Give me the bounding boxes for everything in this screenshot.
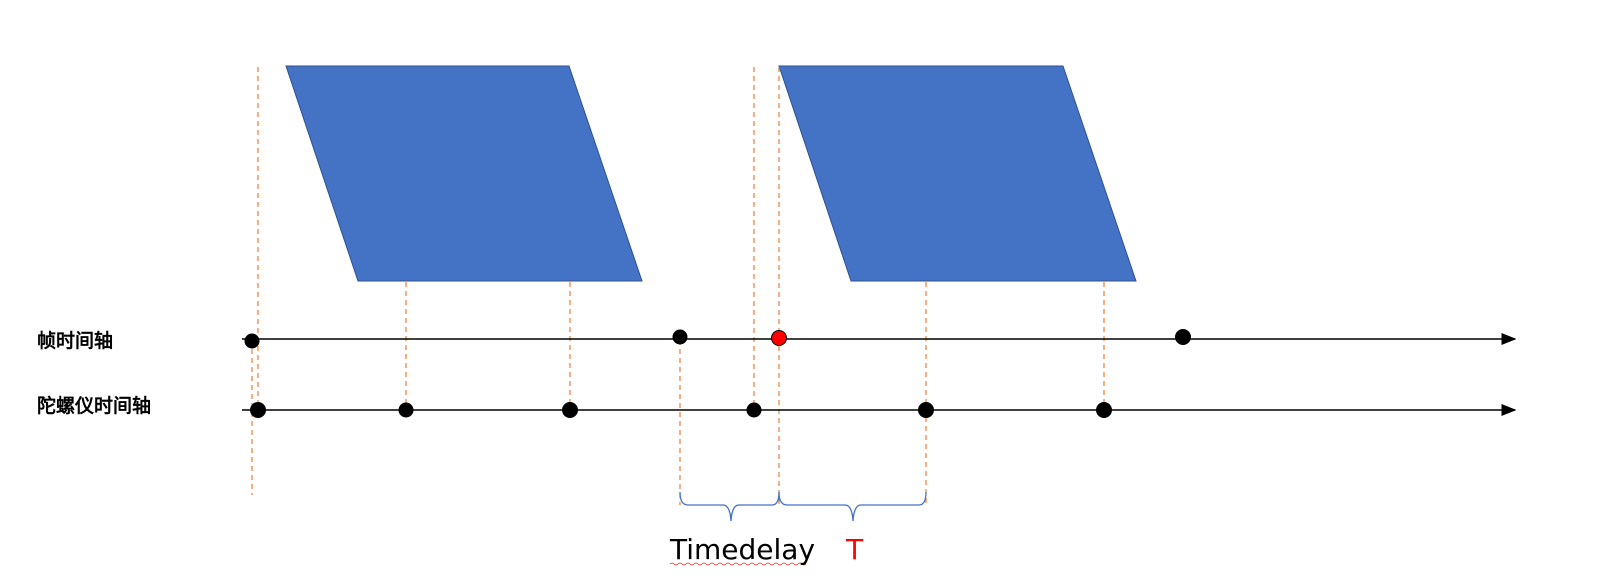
gyro-sample-dot [746, 402, 762, 418]
spellcheck-underline [669, 562, 807, 566]
frame-timestamp-dot [1175, 329, 1191, 345]
timedelay-label: Timedelay [670, 533, 816, 566]
gyro-sample-dot [918, 402, 934, 418]
guide-lines [251, 67, 1105, 505]
gyro-sample-dot [1096, 402, 1112, 418]
gyro-axis-label: 陀螺仪时间轴 [37, 395, 152, 417]
frame-timestamp-dot [244, 333, 260, 349]
frame-timestamp-dot-highlight [771, 330, 787, 346]
gyro-sample-dot [398, 402, 414, 418]
timedelay-brace [679, 491, 780, 522]
frame-exposure-2 [778, 65, 1137, 282]
gyro-sample-dot [562, 402, 578, 418]
period-label: T [846, 533, 864, 566]
frame-axis-label: 帧时间轴 [37, 330, 114, 352]
frame-timestamp-dot [672, 329, 688, 345]
gyro-sample-dot [250, 402, 266, 418]
period-brace [778, 491, 927, 522]
frame-exposure-1 [285, 65, 643, 282]
